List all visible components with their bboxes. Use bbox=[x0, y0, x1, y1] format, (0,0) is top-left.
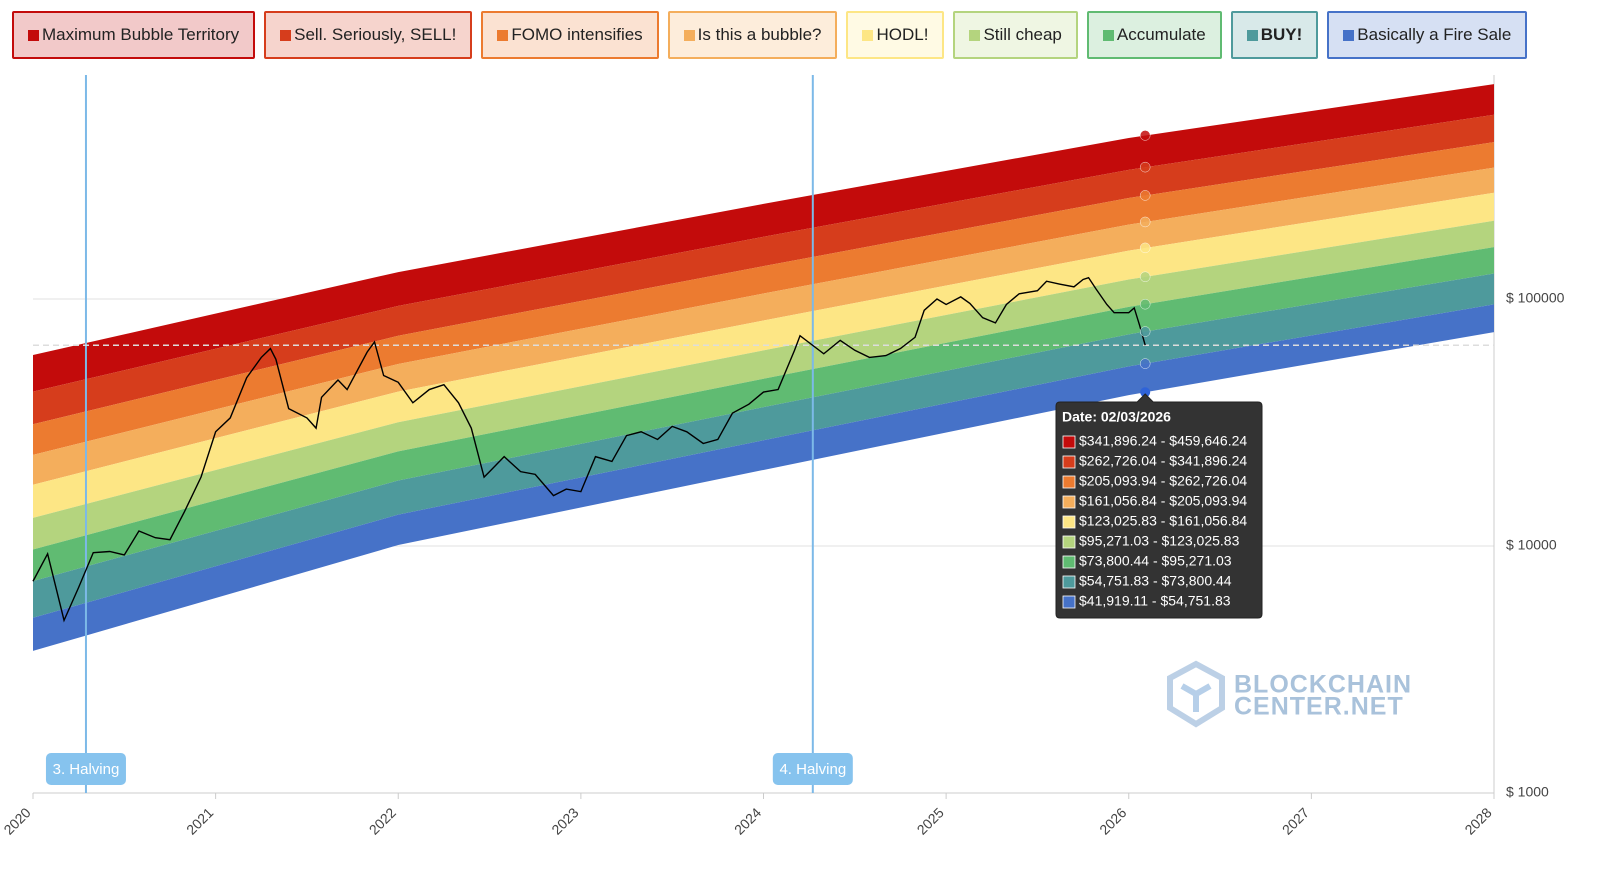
rainbow-band bbox=[33, 84, 1494, 392]
x-tick-label: 2026 bbox=[1096, 804, 1129, 837]
tooltip-swatch bbox=[1062, 575, 1076, 589]
legend-label: Accumulate bbox=[1116, 25, 1206, 44]
tooltip-dot bbox=[1139, 326, 1151, 337]
price-line bbox=[32, 276, 1146, 623]
tooltip-swatch bbox=[1062, 595, 1076, 609]
legend-swatch bbox=[1343, 29, 1355, 41]
tooltip-dot bbox=[1139, 242, 1151, 254]
tooltip-dot bbox=[1139, 216, 1151, 228]
legend-label: FOMO intensifies bbox=[511, 25, 643, 44]
legend-item[interactable]: Accumulate bbox=[1086, 11, 1222, 59]
y-tick-label: $ 100000 bbox=[1506, 290, 1565, 306]
tooltip-dot bbox=[1139, 358, 1151, 369]
x-tick-label: 2020 bbox=[0, 804, 33, 837]
tooltip-row: $95,271.03 - $123,025.83 bbox=[1079, 533, 1240, 549]
tooltip-dot bbox=[1140, 387, 1151, 398]
x-tick-label: 2023 bbox=[548, 804, 581, 837]
tooltip-swatch bbox=[1062, 515, 1076, 529]
legend-swatch bbox=[280, 29, 292, 41]
halving-box bbox=[772, 753, 853, 785]
tooltip-swatch bbox=[1062, 455, 1076, 469]
x-tick-label: 2027 bbox=[1279, 804, 1312, 837]
halving-box bbox=[45, 753, 126, 785]
tooltip-dot bbox=[1139, 271, 1151, 283]
tooltip-swatch bbox=[1062, 475, 1076, 489]
legend-label: Still cheap bbox=[983, 25, 1062, 44]
tooltip-dot bbox=[1139, 161, 1151, 173]
watermark: BLOCKCHAIN bbox=[1234, 671, 1412, 699]
x-tick-label: 2024 bbox=[731, 804, 764, 837]
tooltip-row: $123,025.83 - $161,056.84 bbox=[1079, 513, 1247, 529]
tooltip-dot bbox=[1139, 130, 1151, 141]
watermark: CENTER.NET bbox=[1234, 693, 1404, 721]
legend: Maximum Bubble Territory Sell. Seriously,… bbox=[12, 11, 1528, 59]
halving-label: 4. Halving bbox=[779, 761, 846, 778]
legend-item[interactable]: Sell. Seriously, SELL! bbox=[264, 11, 473, 59]
rainbow-band bbox=[33, 192, 1494, 518]
logo bbox=[1167, 660, 1225, 728]
legend-swatch bbox=[1246, 29, 1258, 41]
rainbow-band bbox=[33, 220, 1494, 550]
tooltip-row: $205,093.94 - $262,726.04 bbox=[1079, 473, 1247, 489]
rainbow-band bbox=[33, 273, 1494, 618]
rainbow-band bbox=[33, 304, 1494, 651]
legend-swatch bbox=[1102, 29, 1114, 41]
legend-swatch bbox=[683, 29, 695, 41]
tooltip-swatch bbox=[1062, 535, 1076, 549]
legend-item[interactable]: FOMO intensifies bbox=[481, 11, 659, 59]
y-tick-label: $ 1000 bbox=[1506, 784, 1549, 800]
tooltip-row: $341,896.24 - $459,646.24 bbox=[1079, 433, 1247, 449]
tooltip-swatch bbox=[1062, 435, 1076, 449]
legend-label: HODL! bbox=[876, 25, 929, 44]
tooltip-title: Date: 02/03/2026 bbox=[1062, 409, 1171, 425]
legend-item[interactable]: Basically a Fire Sale bbox=[1327, 11, 1528, 59]
legend-swatch bbox=[862, 29, 874, 41]
legend-swatch bbox=[497, 29, 509, 41]
tooltip-row: $161,056.84 - $205,093.94 bbox=[1079, 493, 1247, 509]
x-tick-label: 2022 bbox=[366, 804, 399, 837]
legend-label: Sell. Seriously, SELL! bbox=[294, 25, 457, 44]
halving-label: 3. Halving bbox=[53, 761, 120, 778]
legend-item[interactable]: BUY! bbox=[1230, 11, 1319, 59]
y-tick-label: $ 10000 bbox=[1506, 537, 1557, 553]
legend-item[interactable]: Still cheap bbox=[953, 11, 1078, 59]
x-tick-label: 2028 bbox=[1461, 804, 1494, 837]
rainbow-band bbox=[33, 142, 1494, 455]
tooltip-dot bbox=[1139, 190, 1151, 201]
rainbow-band bbox=[33, 167, 1494, 485]
legend-swatch bbox=[969, 29, 981, 41]
legend-item[interactable]: Is this a bubble? bbox=[667, 11, 838, 59]
rainbow-band bbox=[33, 114, 1494, 425]
legend-item[interactable]: HODL! bbox=[846, 11, 945, 59]
tooltip-box bbox=[1055, 393, 1263, 619]
legend-label: Maximum Bubble Territory bbox=[42, 25, 240, 44]
x-tick-label: 2025 bbox=[914, 804, 947, 837]
legend-label: Basically a Fire Sale bbox=[1357, 25, 1512, 44]
legend-label: Is this a bubble? bbox=[697, 25, 822, 44]
rainbow-band bbox=[33, 247, 1494, 582]
tooltip-swatch bbox=[1062, 495, 1076, 509]
x-tick-label: 2021 bbox=[183, 804, 216, 837]
tooltip-dot bbox=[1139, 298, 1151, 310]
tooltip-row: $73,800.44 - $95,271.03 bbox=[1079, 553, 1232, 569]
tooltip-swatch bbox=[1062, 555, 1076, 569]
tooltip-row: $54,751.83 - $73,800.44 bbox=[1079, 573, 1232, 589]
legend-item[interactable]: Maximum Bubble Territory bbox=[12, 11, 256, 59]
legend-swatch bbox=[28, 29, 39, 41]
tooltip-row: $41,919.11 - $54,751.83 bbox=[1079, 593, 1231, 609]
tooltip-row: $262,726.04 - $341,896.24 bbox=[1079, 453, 1247, 469]
legend-label: BUY! bbox=[1260, 25, 1303, 44]
